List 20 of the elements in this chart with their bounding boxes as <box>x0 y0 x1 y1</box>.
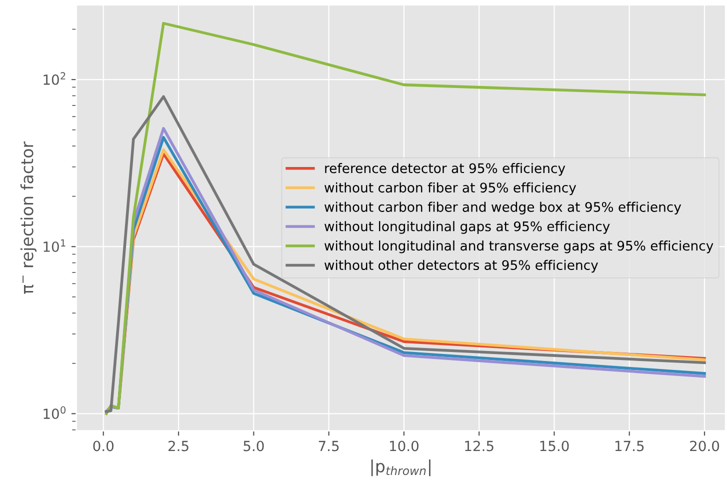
x-tick-label: 7.5 <box>318 440 339 452</box>
x-tick-label: 2.5 <box>168 440 188 452</box>
y-tick-label: 10$^{2}$ <box>44 72 66 85</box>
y-tick-label: 10$^{1}$ <box>44 239 66 252</box>
x-tick-label: 20.0 <box>690 440 720 452</box>
x-tick-label: 0.0 <box>93 440 114 452</box>
x-axis-title: |p$_{thrown}$| <box>371 459 430 476</box>
legend-label: reference detector at 95% efficiency <box>325 163 566 176</box>
legend-label: without carbon fiber at 95% efficiency <box>324 182 576 196</box>
x-tick-label: 10.0 <box>390 440 418 452</box>
legend-label: without longitudinal and transverse gaps at 95% efficiency <box>324 240 714 254</box>
x-tick-label: 17.5 <box>615 440 644 452</box>
legend-label: without carbon fiber and wedge box at 95% efficiency <box>324 202 682 214</box>
y-axis-title: π$^{−}$ rejection factor <box>20 141 37 294</box>
y-tick-label: 10$^{0}$ <box>44 406 66 420</box>
x-tick-label: 12.5 <box>465 440 494 452</box>
x-tick-label: 5.0 <box>244 440 264 452</box>
legend-label: without other detectors at 95% efficiency <box>324 260 598 273</box>
x-tick-label: 15.0 <box>540 440 569 452</box>
legend-label: without longitudinal gaps at 95% efficiency <box>324 221 610 234</box>
